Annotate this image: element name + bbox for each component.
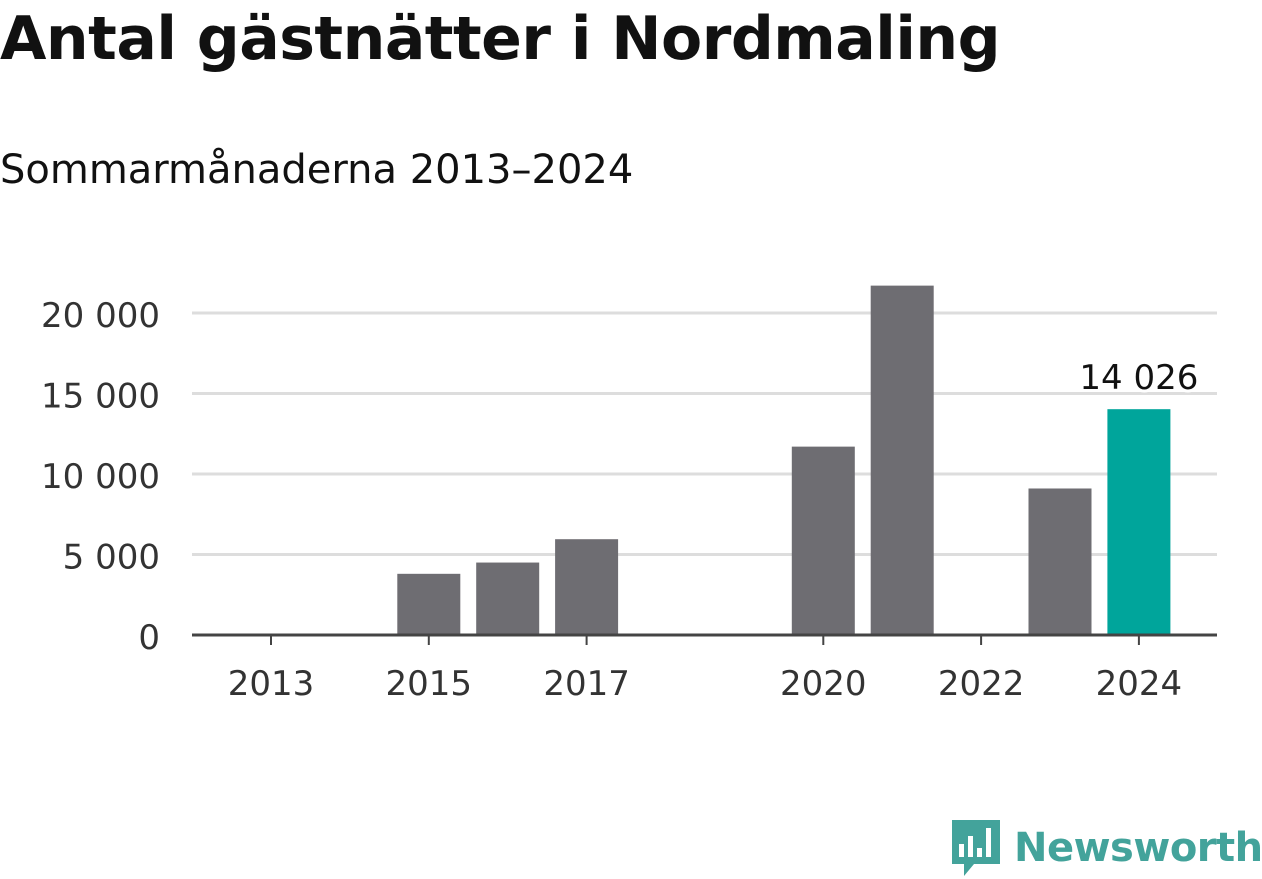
y-tick-label: 5 000 xyxy=(63,538,160,578)
x-tick-label: 2024 xyxy=(1096,664,1183,704)
bar-2016 xyxy=(476,562,540,635)
bar-2024 xyxy=(1107,409,1171,635)
y-tick-label: 0 xyxy=(138,618,160,658)
axes xyxy=(192,633,1217,645)
bar-2015 xyxy=(397,573,461,635)
x-tick-label: 2020 xyxy=(780,664,867,704)
y-tick-label: 20 000 xyxy=(41,296,160,336)
chart-title: Antal gästnätter i Nordmaling xyxy=(0,4,1001,74)
bar-2020 xyxy=(791,446,855,635)
data-label: 14 026 xyxy=(1079,358,1198,398)
bar-2023 xyxy=(1028,488,1092,635)
y-tick-label: 15 000 xyxy=(41,377,160,417)
brand-logo: Newsworthy xyxy=(950,818,1262,878)
bar-2021 xyxy=(870,285,934,635)
x-tick-label: 2013 xyxy=(228,664,315,704)
labels: 0 5 000 10 000 15 000 20 000 14 026 2013 2015 20… xyxy=(41,296,1201,704)
x-tick-label: 2015 xyxy=(386,664,473,704)
y-tick-label: 10 000 xyxy=(41,457,160,497)
brand-name: Newsworthy xyxy=(1014,825,1262,871)
x-tick-label: 2022 xyxy=(938,664,1025,704)
bar-2017 xyxy=(555,539,619,635)
x-tick-label: 2017 xyxy=(543,664,630,704)
newsworthy-logo-icon xyxy=(952,820,1000,876)
chart-subtitle: Sommarmånaderna 2013–2024 xyxy=(0,147,634,193)
bars xyxy=(397,285,1171,635)
